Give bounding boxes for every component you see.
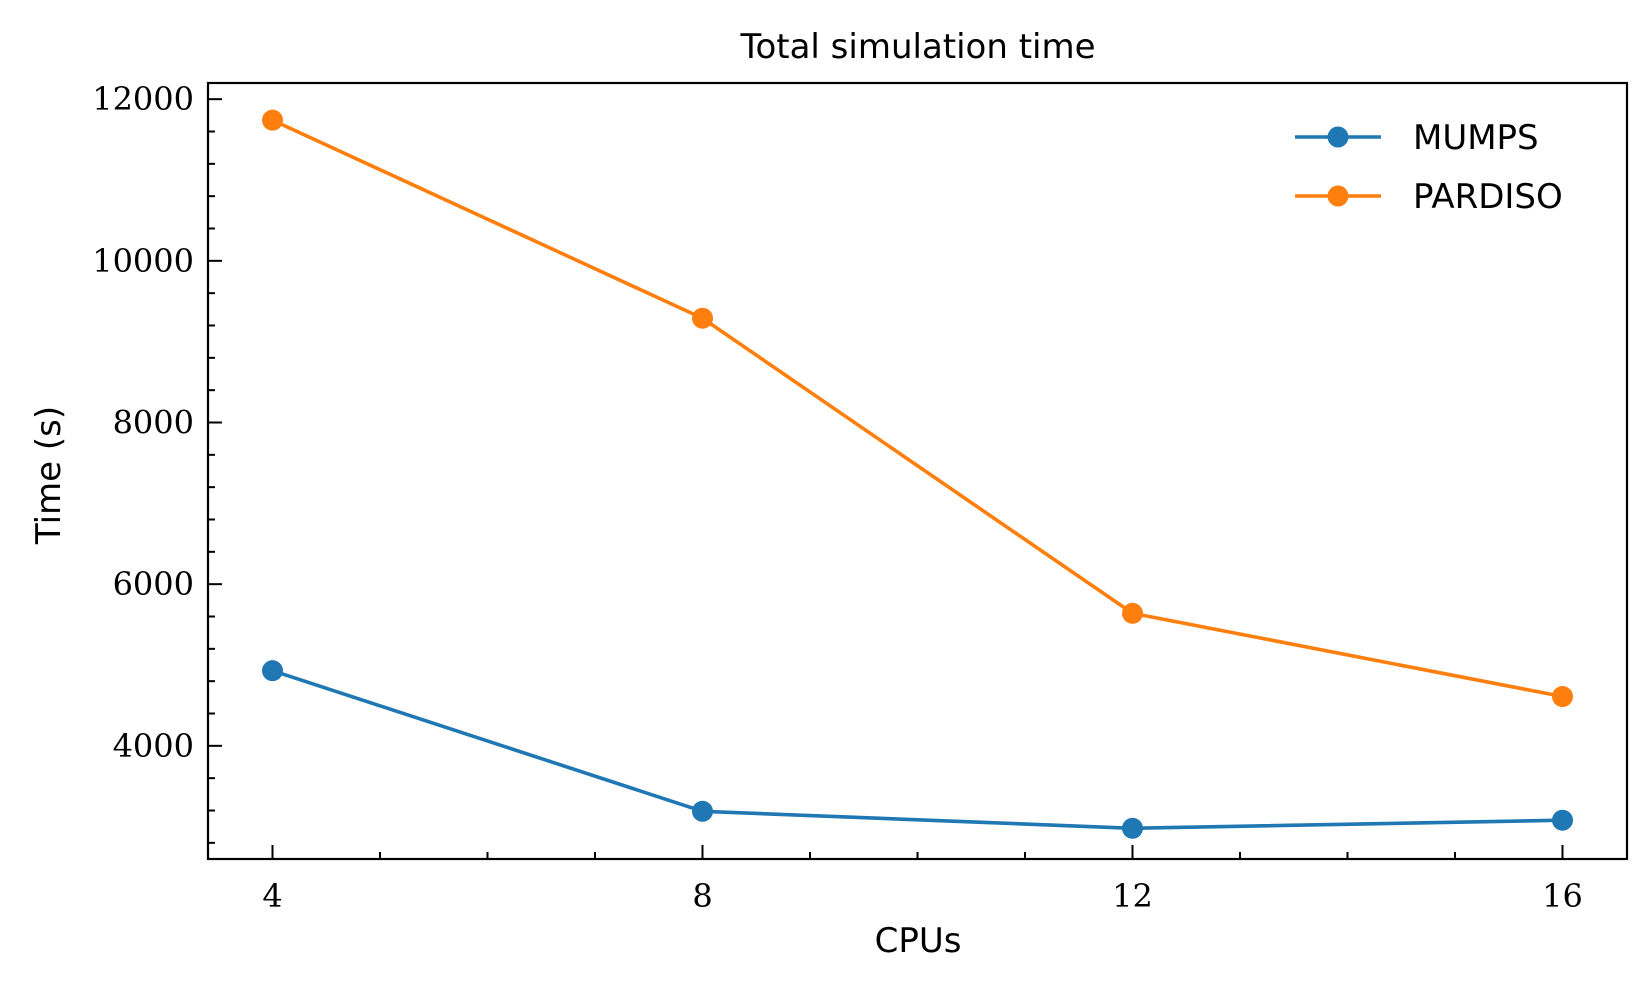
legend: MUMPS PARDISO: [1295, 118, 1563, 217]
y-tick-label: 4000: [113, 727, 194, 765]
legend-label: MUMPS: [1413, 118, 1539, 158]
legend-marker: [1327, 126, 1349, 148]
data-point-mumps: [262, 660, 283, 682]
legend-item-mumps: MUMPS: [1295, 118, 1539, 158]
data-point-pardiso: [1122, 602, 1143, 624]
y-tick-label: 12000: [92, 80, 194, 118]
data-point-pardiso: [262, 109, 283, 131]
x-tick-label: 16: [1542, 877, 1583, 915]
chart-title: Total simulation time: [739, 27, 1095, 67]
series-layer: [262, 109, 1573, 839]
legend-item-pardiso: PARDISO: [1295, 177, 1563, 217]
data-point-mumps: [1122, 817, 1143, 839]
legend-marker: [1327, 185, 1349, 207]
data-point-pardiso: [1552, 686, 1573, 708]
series-line-pardiso: [271, 118, 1563, 699]
series-mumps: [262, 660, 1573, 839]
y-tick-label: 6000: [113, 565, 194, 603]
series-line-mumps: [271, 668, 1563, 831]
y-axis-label: Time (s): [29, 406, 69, 545]
legend-label: PARDISO: [1413, 177, 1563, 217]
axis-ticks: 4 8 12 16 4000 6000 8000 10000 12000: [92, 80, 1583, 915]
plot-area: 4 8 12 16 4000 6000 8000 10000 12000: [92, 80, 1629, 915]
data-point-pardiso: [692, 307, 713, 329]
x-tick-label: 12: [1112, 877, 1153, 915]
x-tick-label: 8: [692, 877, 712, 915]
x-axis-label: CPUs: [875, 921, 962, 961]
data-point-mumps: [1552, 809, 1573, 831]
x-tick-label: 4: [262, 877, 282, 915]
series-pardiso: [262, 109, 1573, 708]
data-point-mumps: [692, 800, 713, 822]
y-tick-label: 8000: [113, 404, 194, 442]
y-tick-label: 10000: [92, 242, 194, 280]
